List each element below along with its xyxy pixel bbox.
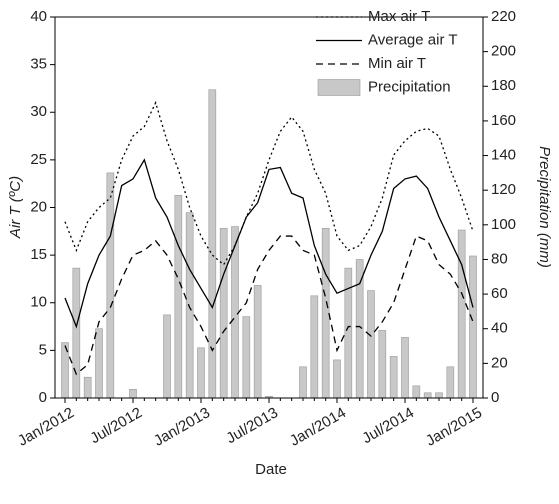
- bar: [457, 229, 466, 399]
- legend-label: Precipitation: [368, 78, 451, 95]
- y-tick-label: 40: [30, 8, 47, 25]
- bar: [367, 290, 375, 399]
- y2-tick-label: 140: [491, 147, 516, 164]
- y2-tick-label: 160: [491, 112, 516, 129]
- y2-tick-label: 60: [491, 285, 508, 302]
- bar: [219, 227, 228, 399]
- y2-tick-label: 120: [491, 181, 516, 198]
- bar: [389, 356, 398, 399]
- y2-tick-label: 100: [491, 216, 516, 233]
- line: [64, 235, 474, 376]
- x-axis-label: Date: [255, 461, 287, 478]
- bar: [435, 392, 443, 399]
- bar: [163, 314, 171, 399]
- bar: [253, 285, 262, 399]
- bar: [333, 359, 341, 399]
- bar: [72, 267, 81, 399]
- bar: [321, 227, 330, 399]
- y2-axis-label: Precipitation (mm): [536, 146, 553, 268]
- y2-tick-label: 80: [491, 250, 508, 267]
- bar: [106, 172, 115, 399]
- bar: [242, 316, 251, 399]
- line: [64, 158, 474, 329]
- y2-tick-label: 180: [491, 77, 516, 94]
- legend-swatch: [317, 79, 361, 96]
- y-tick-label: 35: [30, 56, 47, 73]
- legend-label: Average air T: [368, 31, 458, 48]
- y-tick-label: 0: [39, 389, 47, 406]
- bar: [401, 337, 409, 399]
- bar: [355, 259, 364, 399]
- y2-tick-label: 20: [491, 354, 508, 371]
- y2-tick-label: 200: [491, 43, 516, 60]
- y-axis-label: Air T (ºC): [7, 176, 24, 239]
- bar: [174, 195, 183, 399]
- bar: [378, 330, 387, 399]
- bar: [446, 366, 455, 399]
- y2-tick-label: 220: [491, 8, 516, 25]
- bar: [95, 328, 103, 399]
- bar: [412, 385, 421, 399]
- bar: [129, 389, 137, 399]
- legend-label: Min air T: [368, 55, 426, 72]
- bar: [299, 366, 307, 399]
- line: [64, 100, 474, 266]
- bar: [197, 347, 205, 399]
- bar: [83, 376, 92, 399]
- bar: [423, 392, 432, 399]
- y-tick-label: 15: [30, 246, 47, 263]
- legend-label: Max air T: [368, 8, 430, 25]
- y-tick-label: 25: [30, 151, 47, 168]
- bar: [208, 89, 217, 399]
- y2-tick-label: 40: [491, 320, 508, 337]
- bar: [310, 295, 319, 399]
- bar: [469, 255, 477, 399]
- y-tick-label: 10: [30, 294, 47, 311]
- y-tick-label: 20: [30, 198, 47, 215]
- y-tick-label: 5: [39, 341, 47, 358]
- y2-tick-label: 0: [491, 389, 499, 406]
- y-tick-label: 30: [30, 103, 47, 120]
- bar: [185, 212, 194, 399]
